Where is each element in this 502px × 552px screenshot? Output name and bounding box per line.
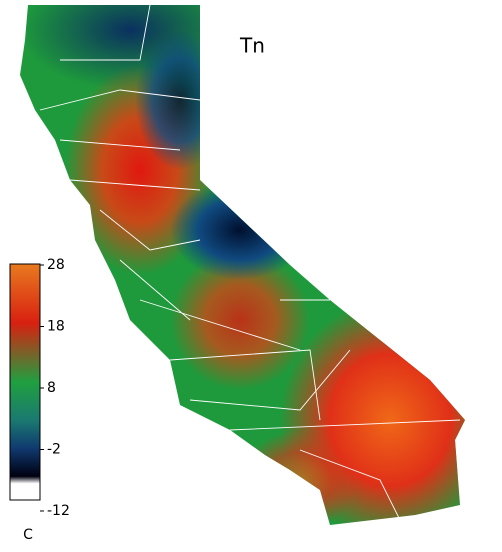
- colorbar-tick-label: 8: [47, 380, 56, 396]
- colorbar-tick-label: 28: [47, 257, 65, 273]
- map-title: Tn: [239, 34, 265, 58]
- colorbar-tick-label: 18: [47, 319, 65, 335]
- colorbar-unit: C: [23, 527, 33, 543]
- colorbar-tick-label: -12: [47, 503, 70, 519]
- colorbar: [9, 263, 41, 501]
- colorbar-tick-label: -2: [47, 442, 61, 458]
